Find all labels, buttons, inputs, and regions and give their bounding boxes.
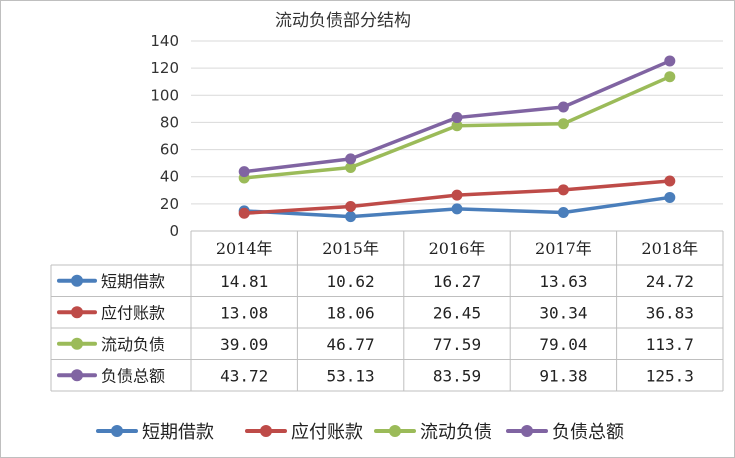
table-series-name: 负债总额: [101, 366, 165, 385]
data-point: [557, 207, 569, 219]
table-series-key-marker: [71, 306, 83, 319]
y-tick-label: 80: [160, 113, 179, 131]
data-point: [557, 101, 569, 113]
table-cell-value: 26.45: [433, 303, 481, 322]
data-point: [451, 112, 463, 124]
table-cell-value: 125.3: [646, 366, 694, 385]
y-tick-label: 20: [160, 195, 179, 213]
table-cell-value: 10.62: [327, 272, 375, 291]
table-cell-value: 18.06: [327, 303, 375, 322]
y-tick-label: 0: [169, 222, 179, 240]
table-cell-value: 39.09: [220, 335, 268, 354]
legend-key-marker: [521, 425, 533, 437]
data-point: [345, 211, 357, 223]
table-series-name: 应付账款: [101, 303, 165, 322]
table-cell-value: 13.08: [220, 303, 268, 322]
table-cell-value: 83.59: [433, 366, 481, 385]
legend-entry: 应付账款: [291, 422, 363, 443]
data-point: [238, 207, 250, 219]
table-cell-value: 43.72: [220, 366, 268, 385]
y-tick-label: 140: [150, 32, 179, 50]
x-tick-label: 2018年: [641, 239, 698, 258]
data-point: [451, 203, 463, 215]
table-cell-value: 16.27: [433, 272, 481, 291]
y-axis-ticks: 0 20 40 60 80 100 120 140: [150, 32, 179, 240]
table-cell-value: 91.38: [539, 366, 587, 385]
data-point: [238, 166, 250, 178]
x-tick-label: 2017年: [535, 239, 592, 258]
legend: 短期借款 应付账款 流动负债 负债总额: [96, 422, 624, 443]
legend-entry: 短期借款: [142, 422, 214, 443]
table-cell-value: 36.83: [646, 303, 694, 322]
y-tick-label: 60: [160, 141, 179, 159]
table-cell-value: 13.63: [539, 272, 587, 291]
data-point: [345, 200, 357, 212]
y-tick-label: 100: [150, 86, 179, 104]
data-point: [664, 71, 676, 83]
legend-key-marker: [260, 425, 272, 437]
data-point: [345, 153, 357, 165]
table-cell-value: 30.34: [539, 303, 587, 322]
legend-entry: 流动负债: [420, 422, 492, 443]
data-point: [345, 162, 357, 174]
y-tick-label: 40: [160, 168, 179, 186]
x-tick-label: 2014年: [216, 239, 273, 258]
data-point: [557, 184, 569, 196]
y-tick-label: 120: [150, 59, 179, 77]
table-cell-value: 79.04: [539, 335, 587, 354]
x-tick-label: 2015年: [322, 239, 379, 258]
table-cell-value: 77.59: [433, 335, 481, 354]
legend-key-marker: [111, 425, 123, 437]
data-point: [451, 189, 463, 201]
chart-title: 流动负债部分结构: [275, 11, 411, 31]
x-tick-label: 2016年: [429, 239, 486, 258]
legend-key-marker: [389, 425, 401, 437]
table-series-name: 流动负债: [101, 335, 165, 354]
table-series-key-marker: [71, 274, 83, 287]
series-layer: [238, 55, 676, 223]
table-cell-value: 46.77: [327, 335, 375, 354]
data-point: [451, 120, 463, 132]
table-cell-value: 24.72: [646, 272, 694, 291]
data-point: [557, 118, 569, 130]
legend-entry: 负债总额: [552, 422, 624, 443]
table-series-name: 短期借款: [101, 272, 165, 291]
data-point: [664, 175, 676, 187]
table-series-key-marker: [71, 337, 83, 350]
table-cell-value: 113.7: [646, 335, 694, 354]
table-series-key-marker: [71, 369, 83, 382]
table-cell-value: 53.13: [327, 366, 375, 385]
data-point: [664, 55, 676, 67]
data-point: [664, 191, 676, 203]
table-cell-value: 14.81: [220, 272, 268, 291]
